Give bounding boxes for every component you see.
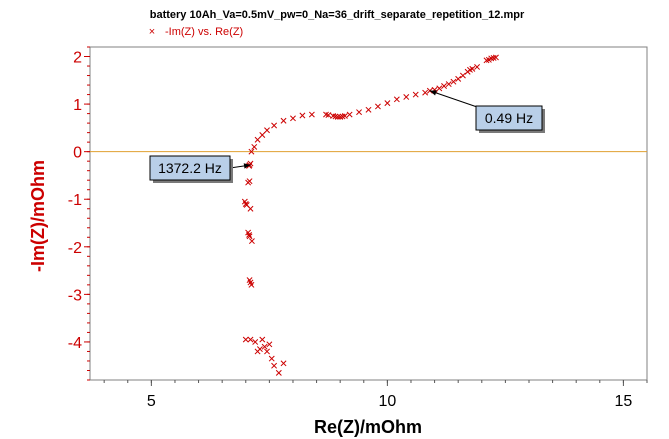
data-point	[483, 57, 490, 64]
y-tick-label: 2	[73, 50, 82, 67]
data-point	[403, 93, 410, 100]
data-point	[254, 136, 261, 143]
data-point	[248, 148, 255, 155]
annotation-box	[149, 155, 231, 181]
data-point	[290, 115, 296, 122]
data-point	[242, 336, 249, 343]
annotation-box	[475, 105, 543, 131]
x-axis-label: Re(Z)/mOhm	[314, 417, 422, 437]
data-point	[422, 89, 429, 96]
data-point	[384, 100, 391, 107]
data-point	[246, 233, 253, 240]
data-point	[245, 179, 252, 186]
data-point	[346, 111, 353, 118]
data-point	[247, 205, 254, 212]
data-point	[259, 132, 266, 138]
y-axis-label: -Im(Z)/mOhm	[28, 160, 48, 272]
annotation-callout: 0.49 Hz	[429, 90, 545, 133]
y-tick-label: -4	[68, 335, 82, 352]
annotation-label: 1372.2 Hz	[158, 160, 222, 176]
data-point	[271, 122, 278, 129]
data-point	[248, 238, 255, 245]
annotation-arrowhead	[429, 90, 437, 96]
data-point	[374, 103, 381, 110]
annotations: 1372.2 Hz 0.49 Hz	[149, 90, 545, 183]
annotation-label: 0.49 Hz	[485, 110, 533, 126]
data-points	[241, 54, 499, 376]
data-point	[308, 111, 315, 118]
data-point	[271, 362, 278, 369]
data-point	[246, 231, 253, 238]
data-point	[445, 81, 452, 88]
data-point	[441, 83, 447, 89]
data-point	[337, 113, 344, 120]
x-tick-label: 15	[614, 393, 632, 410]
y-tick-label: 1	[73, 97, 82, 114]
data-point	[464, 68, 471, 75]
data-point	[275, 369, 282, 376]
data-point	[264, 348, 270, 355]
data-point	[261, 343, 268, 350]
data-point	[474, 64, 481, 70]
data-point	[248, 281, 255, 288]
data-point	[280, 360, 287, 367]
x-tick-label: 5	[147, 393, 156, 410]
legend-marker-icon: ×	[149, 26, 155, 38]
data-point	[252, 338, 259, 345]
data-point	[412, 91, 419, 98]
chart-title: battery 10Ah_Va=0.5mV_pw=0_Na=36_drift_s…	[150, 9, 525, 21]
data-point	[455, 75, 462, 82]
legend: × -Im(Z) vs. Re(Z)	[149, 26, 243, 38]
data-point	[266, 341, 273, 348]
data-point	[330, 113, 337, 119]
data-point	[393, 96, 400, 103]
x-axis: 5 10 15	[103, 380, 648, 410]
y-tick-label: 0	[73, 145, 82, 162]
y-tick-label: -2	[68, 240, 82, 257]
data-point	[251, 143, 258, 150]
legend-label: -Im(Z) vs. Re(Z)	[165, 26, 243, 38]
data-point	[365, 106, 372, 113]
data-point	[450, 78, 457, 85]
plot-area	[89, 46, 648, 381]
data-point	[459, 72, 466, 79]
data-point	[256, 346, 263, 353]
data-point	[247, 336, 254, 343]
data-point	[264, 127, 270, 134]
data-point	[436, 85, 443, 92]
x-tick-label: 10	[378, 393, 396, 410]
y-tick-label: -3	[68, 287, 82, 304]
data-point	[280, 117, 287, 124]
annotation-arrowhead	[243, 163, 251, 169]
annotation-callout: 1372.2 Hz	[149, 155, 251, 183]
data-point	[259, 336, 266, 343]
y-tick-label: -1	[68, 192, 82, 209]
annotation-arrow	[429, 90, 481, 109]
y-axis: 2 1 0 -1 -2 -3 -4	[68, 46, 91, 381]
data-point	[356, 109, 363, 116]
data-point	[268, 355, 275, 362]
data-point	[323, 111, 329, 118]
data-point	[299, 112, 306, 119]
